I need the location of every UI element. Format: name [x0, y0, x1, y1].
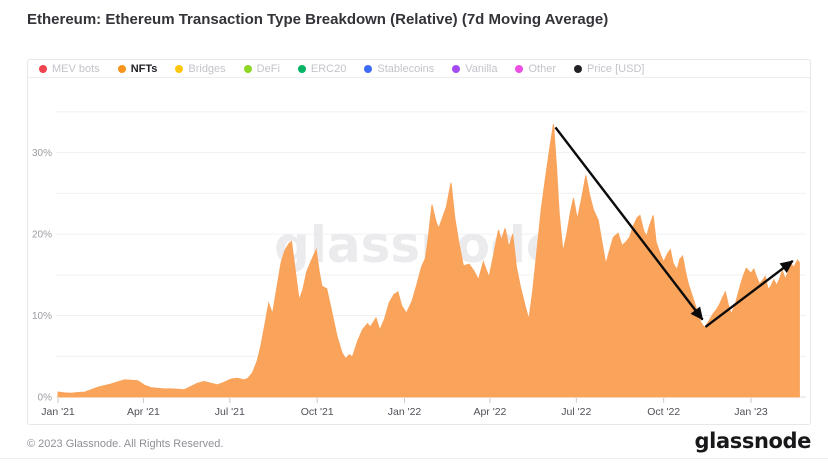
nfts-color-dot	[117, 64, 126, 73]
legend-item-defi[interactable]: DeFi	[243, 62, 280, 75]
legend-item-bridges[interactable]: Bridges	[175, 62, 226, 75]
legend-item-label: Vanilla	[465, 62, 498, 75]
legend-item-other[interactable]: Other	[515, 63, 556, 75]
bridges-color-dot	[175, 64, 184, 73]
price-usd-color-dot	[573, 64, 582, 73]
erc20-color-dot	[297, 64, 306, 73]
bottom-divider	[0, 458, 828, 459]
legend-item-label: ERC20	[310, 62, 347, 75]
legend-item-vanilla[interactable]: Vanilla	[452, 63, 497, 75]
legend-item-stablecoins[interactable]: Stablecoins	[364, 63, 434, 75]
legend-item-label: NFTs	[130, 62, 158, 75]
legend-item-nfts[interactable]: NFTs	[117, 62, 158, 75]
legend-item-label: Bridges	[188, 62, 226, 75]
page-title: Ethereum: Ethereum Transaction Type Brea…	[27, 11, 609, 28]
legend-item-label: Price [USD]	[586, 62, 645, 75]
chart-panel: MEV bots NFTs Bridges DeFi ERC20 Stablecoins V…	[27, 59, 811, 425]
stablecoins-color-dot	[364, 64, 373, 73]
vanilla-color-dot	[452, 64, 461, 73]
legend-item-erc20[interactable]: ERC20	[297, 62, 347, 75]
legend-item-price-usd[interactable]: Price [USD]	[573, 62, 645, 75]
legend: MEV bots NFTs Bridges DeFi ERC20 Stablecoins V…	[28, 60, 810, 78]
legend-item-label: Stablecoins	[377, 62, 435, 75]
legend-item-mev-bots[interactable]: MEV bots	[39, 63, 100, 75]
other-color-dot	[515, 64, 524, 73]
legend-item-label: Other	[528, 62, 556, 75]
legend-item-label: MEV bots	[52, 62, 100, 75]
mev-bots-color-dot	[39, 64, 47, 73]
legend-item-label: DeFi	[256, 62, 280, 75]
defi-color-dot	[243, 64, 252, 73]
copyright-text: © 2023 Glassnode. All Rights Reserved.	[27, 438, 224, 450]
glassnode-logo[interactable]: glassnode	[694, 429, 812, 453]
